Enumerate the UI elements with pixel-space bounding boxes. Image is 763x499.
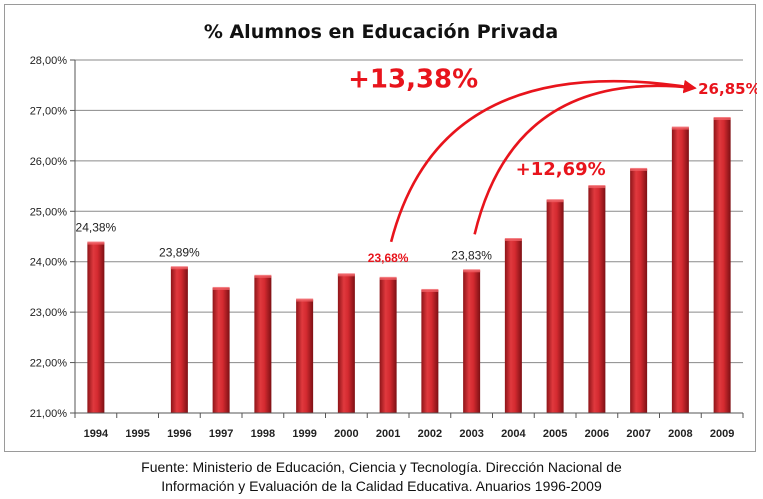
bar-top-2005 bbox=[546, 199, 564, 203]
bar-top-1996 bbox=[170, 266, 188, 270]
bar-2001 bbox=[379, 277, 397, 413]
bar-2008 bbox=[671, 127, 689, 414]
growth-arrow-2001 bbox=[389, 79, 697, 243]
bar-2003 bbox=[463, 270, 481, 413]
bar-2009 bbox=[713, 117, 731, 413]
x-tick-label: 1994 bbox=[84, 428, 109, 440]
x-tick-label: 2004 bbox=[501, 428, 526, 440]
bar-top-2002 bbox=[421, 288, 439, 292]
x-tick-label: 2005 bbox=[543, 428, 567, 440]
chart-frame: % Alumnos en Educación Privada 21,00% 22,… bbox=[4, 4, 757, 452]
bar-1998 bbox=[254, 275, 272, 413]
x-tick-label: 2006 bbox=[585, 428, 609, 440]
x-tick-label: 2009 bbox=[710, 428, 734, 440]
bar-2007 bbox=[630, 168, 648, 413]
bar-top-1999 bbox=[296, 298, 314, 302]
bar-2000 bbox=[337, 274, 355, 413]
bar-1996 bbox=[170, 267, 188, 413]
bar-2004 bbox=[504, 239, 522, 413]
growth-label-2003: +12,69% bbox=[516, 159, 606, 180]
x-tick-label: 2002 bbox=[418, 428, 442, 440]
bar-top-2003 bbox=[463, 269, 481, 273]
y-tick-label: 21,00% bbox=[30, 408, 68, 420]
bar-2006 bbox=[588, 186, 606, 413]
x-tick-label: 1999 bbox=[292, 428, 316, 440]
y-tick-label: 25,00% bbox=[30, 206, 68, 218]
data-label-2001: 23,68% bbox=[368, 251, 409, 265]
y-tick-label: 26,00% bbox=[30, 156, 68, 168]
source-note: Fuente: Ministerio de Educación, Ciencia… bbox=[0, 458, 763, 496]
x-tick-label: 1996 bbox=[167, 428, 191, 440]
bar-top-1998 bbox=[254, 274, 272, 278]
x-tick-label: 2003 bbox=[459, 428, 483, 440]
bar-top-2008 bbox=[671, 126, 689, 130]
x-tick-label: 2001 bbox=[376, 428, 400, 440]
growth-arrow-2003 bbox=[473, 80, 697, 235]
x-tick-label: 1997 bbox=[209, 428, 233, 440]
bar-top-2004 bbox=[504, 238, 522, 242]
y-tick-label: 28,00% bbox=[30, 55, 68, 67]
bar-top-2000 bbox=[337, 273, 355, 277]
y-tick-label: 24,00% bbox=[30, 257, 68, 269]
bar-top-2006 bbox=[588, 185, 606, 189]
data-label-2003: 23,83% bbox=[451, 248, 492, 262]
bar-top-1997 bbox=[212, 286, 230, 290]
growth-label-2001: +13,38% bbox=[348, 65, 478, 95]
data-label-1996: 23,89% bbox=[159, 245, 200, 259]
bar-chart: % Alumnos en Educación Privada 21,00% 22,… bbox=[30, 21, 757, 440]
bar-2005 bbox=[546, 200, 564, 413]
x-tick-label: 2000 bbox=[334, 428, 358, 440]
x-tick-label: 2007 bbox=[626, 428, 650, 440]
bar-1999 bbox=[296, 299, 314, 413]
end-value-label: 26,85% bbox=[698, 80, 757, 98]
bar-top-2007 bbox=[630, 167, 648, 171]
bar-2002 bbox=[421, 289, 439, 413]
x-tick-label: 1998 bbox=[251, 428, 275, 440]
source-line-2: Información y Evaluación de la Calidad E… bbox=[161, 478, 602, 494]
bar-top-2001 bbox=[379, 276, 397, 280]
source-line-1: Fuente: Ministerio de Educación, Ciencia… bbox=[141, 459, 622, 475]
x-tick-label: 2008 bbox=[668, 428, 692, 440]
bar-top-2009 bbox=[713, 116, 731, 120]
chart-title: % Alumnos en Educación Privada bbox=[204, 21, 558, 43]
data-label-1994: 24,38% bbox=[76, 221, 117, 235]
y-tick-label: 22,00% bbox=[30, 358, 68, 370]
bar-1994 bbox=[87, 242, 105, 413]
y-tick-label: 23,00% bbox=[30, 307, 68, 319]
y-tick-label: 27,00% bbox=[30, 105, 68, 117]
x-tick-label: 1995 bbox=[125, 428, 149, 440]
bar-1997 bbox=[212, 287, 230, 413]
bar-top-1994 bbox=[87, 241, 105, 245]
